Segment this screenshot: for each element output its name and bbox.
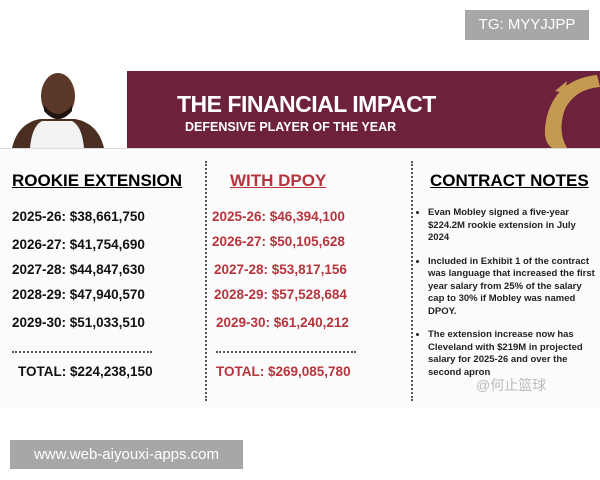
banner-subtitle: DEFENSIVE PLAYER OF THE YEAR: [185, 120, 397, 134]
column-divider: [411, 161, 413, 401]
column-divider: [205, 161, 207, 401]
watermark-label: TG: MYYJJPP: [465, 10, 589, 40]
content-panel: ROOKIE EXTENSION 2025-26: $38,661,750 20…: [0, 148, 600, 407]
rookie-total: TOTAL: $224,238,150: [18, 364, 153, 379]
dpoy-heading: WITH DPOY: [230, 171, 327, 190]
dpoy-row: 2026-27: $50,105,628: [212, 234, 345, 249]
weibo-watermark: @何止篮球: [476, 377, 547, 393]
note-item: The extension increase now has Cleveland…: [428, 329, 596, 379]
player-silhouette-icon: [12, 73, 104, 148]
rookie-row: 2028-29: $47,940,570: [12, 287, 145, 302]
divider: [216, 351, 356, 353]
rookie-row: 2027-28: $44,847,630: [12, 262, 145, 277]
notes-heading: CONTRACT NOTES: [430, 171, 589, 190]
rookie-row: 2025-26: $38,661,750: [12, 209, 145, 224]
rookie-row: 2029-30: $51,033,510: [12, 315, 145, 330]
player-photo: [0, 71, 115, 148]
divider: [12, 351, 152, 353]
note-item: Evan Mobley signed a five-year $224.2M r…: [428, 207, 596, 245]
rookie-row: 2026-27: $41,754,690: [12, 237, 145, 252]
dpoy-row: 2029-30: $61,240,212: [216, 315, 349, 330]
cavaliers-logo-icon: [544, 75, 600, 148]
header-banner: THE FINANCIAL IMPACT DEFENSIVE PLAYER OF…: [127, 71, 600, 148]
contract-notes: Evan Mobley signed a five-year $224.2M r…: [418, 207, 596, 390]
dpoy-row: 2025-26: $46,394,100: [212, 209, 345, 224]
note-item: Included in Exhibit 1 of the contract wa…: [428, 256, 596, 319]
url-watermark: www.web-aiyouxi-apps.com: [10, 440, 243, 469]
rookie-heading: ROOKIE EXTENSION: [12, 171, 183, 190]
dpoy-row: 2027-28: $53,817,156: [214, 262, 347, 277]
dpoy-row: 2028-29: $57,528,684: [214, 287, 347, 302]
dpoy-total: TOTAL: $269,085,780: [216, 364, 351, 379]
banner-title: THE FINANCIAL IMPACT: [177, 91, 436, 117]
